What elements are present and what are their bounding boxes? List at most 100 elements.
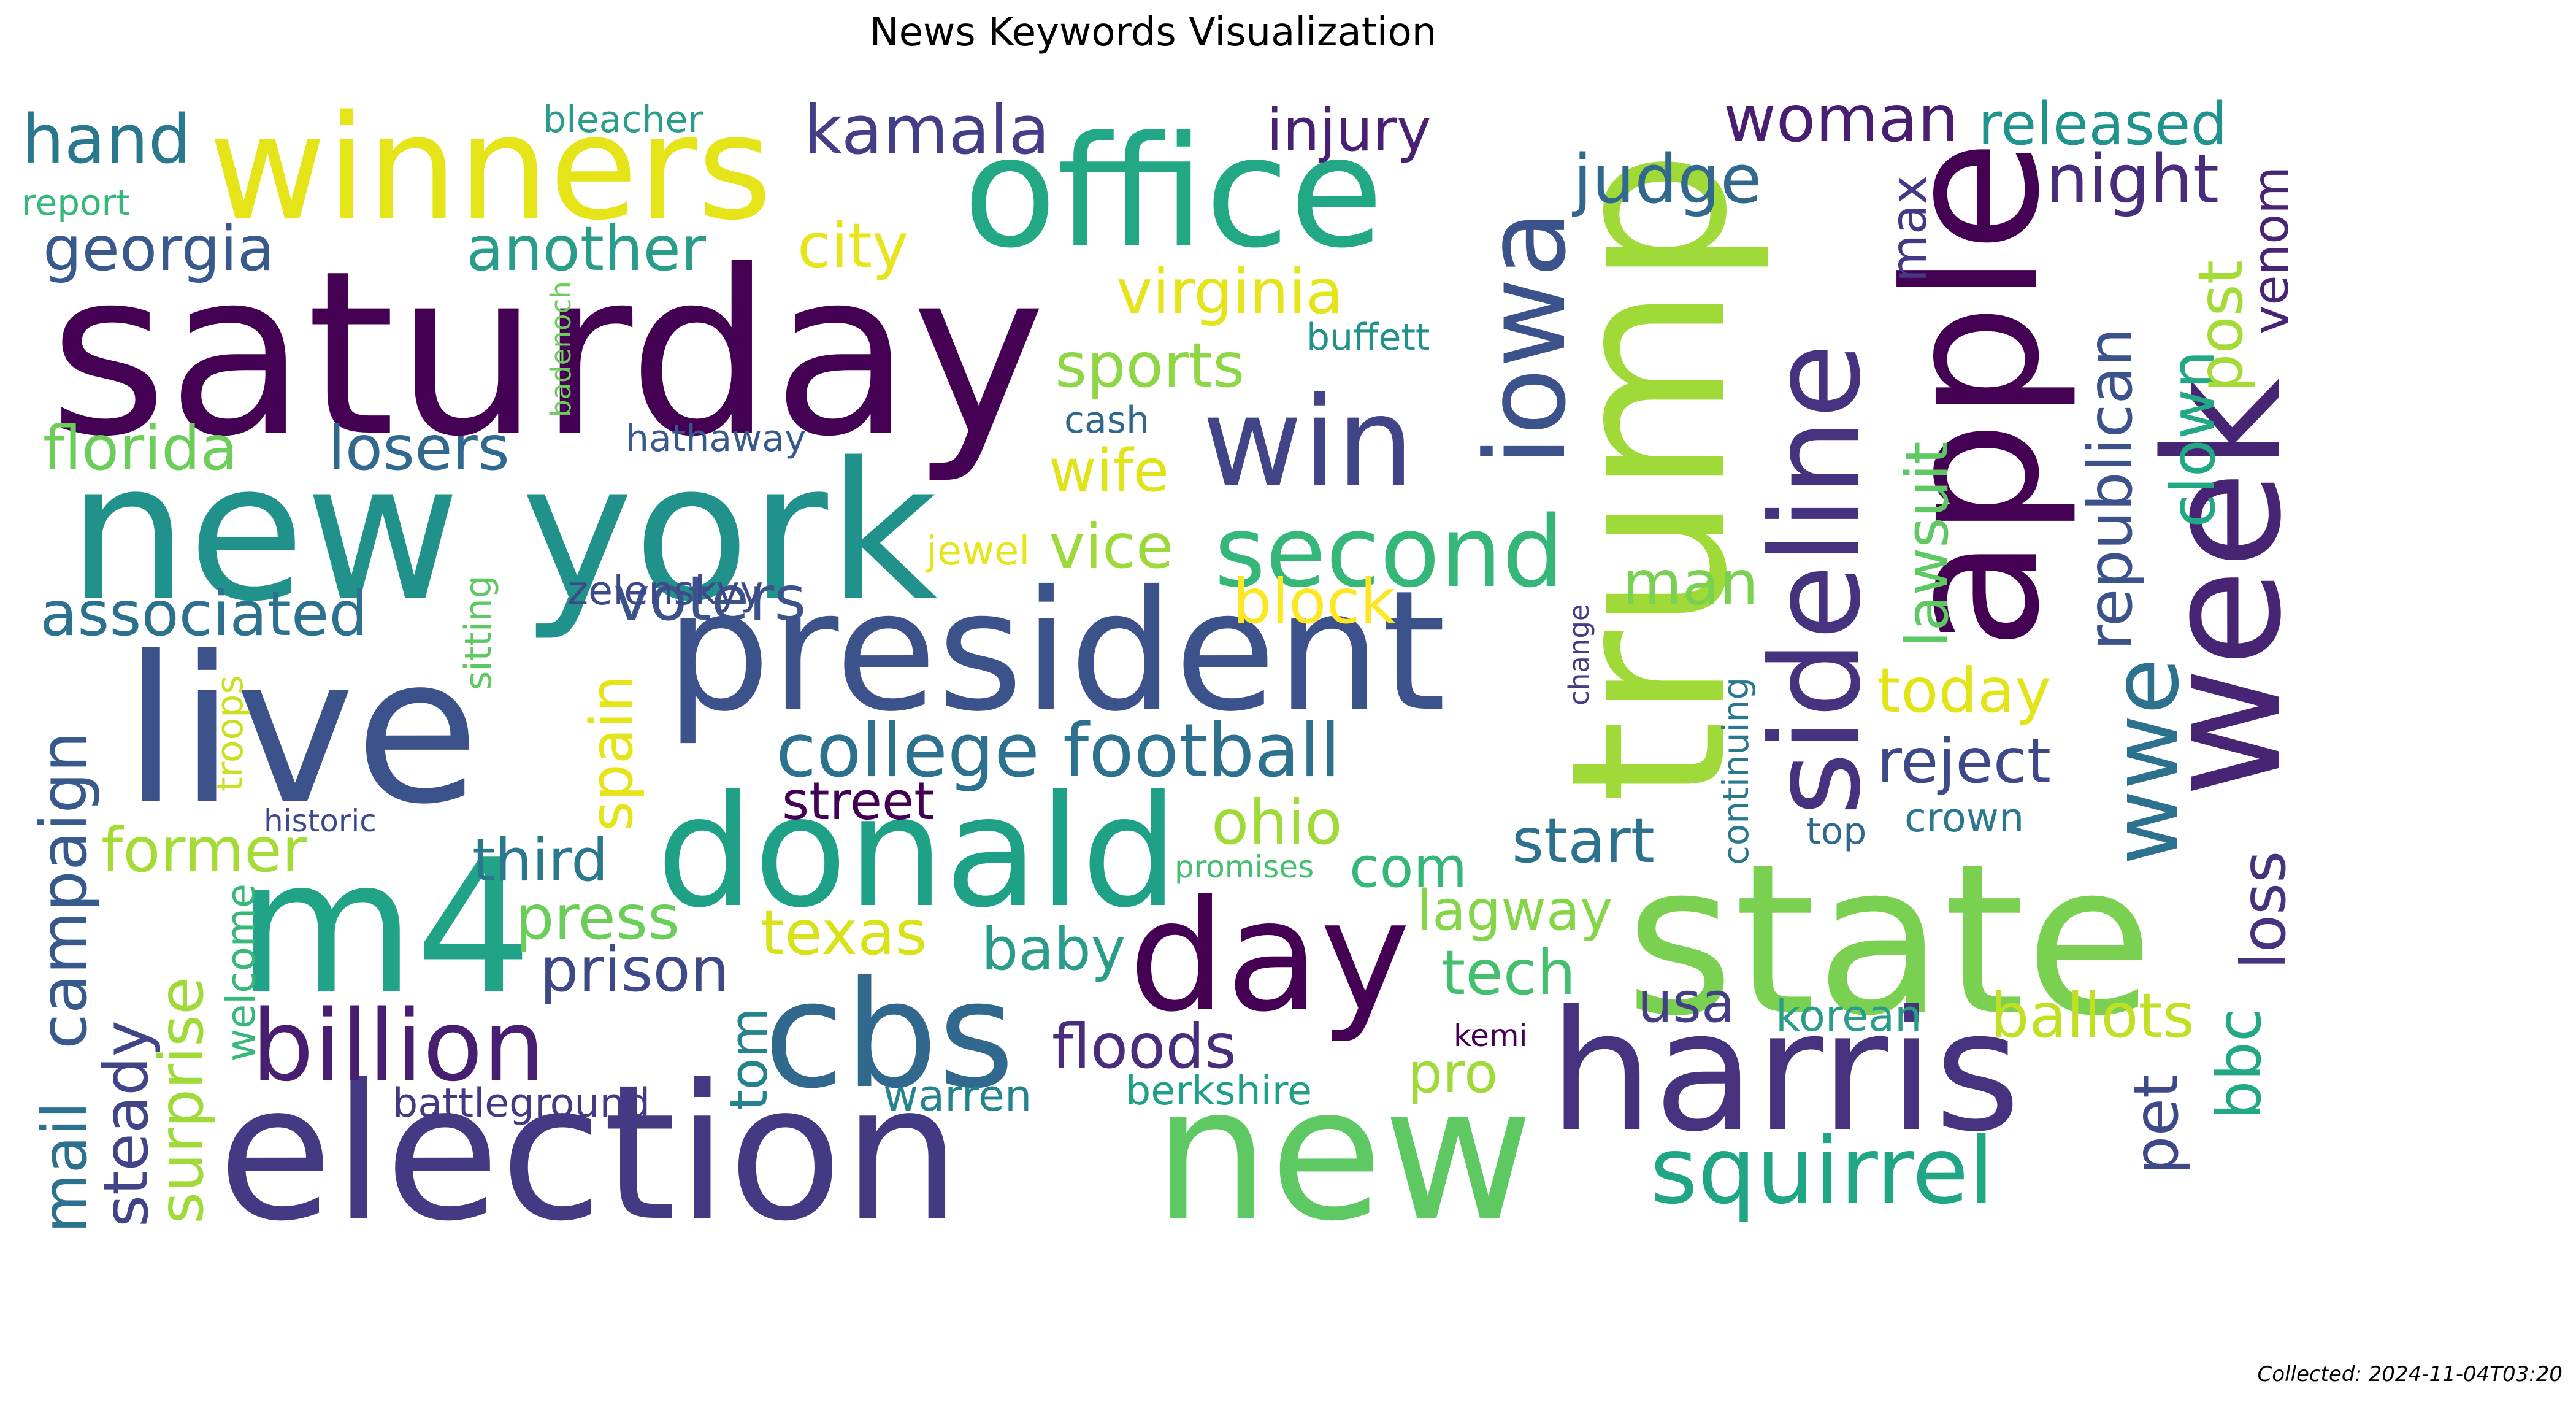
word-korean: korean bbox=[1776, 991, 1922, 1041]
chart-title: News Keywords Visualization bbox=[869, 10, 1437, 55]
word-buffett: buffett bbox=[1306, 316, 1430, 359]
word-kamala: kamala bbox=[803, 91, 1050, 169]
collected-timestamp: Collected: 2024-11-04T03:20 bbox=[2257, 1362, 2563, 1387]
word-released: released bbox=[1978, 91, 2228, 158]
word-bbc: bbc bbox=[2203, 1008, 2275, 1120]
word-judge: judge bbox=[1572, 140, 1762, 218]
word-florida: florida bbox=[43, 412, 238, 484]
word-week: week bbox=[2131, 379, 2317, 798]
word-saturday: saturday bbox=[49, 223, 1046, 487]
word-zelenskyy: zelenskyy bbox=[567, 568, 763, 614]
word-third: third bbox=[472, 827, 608, 895]
word-trump: trump bbox=[1524, 150, 1774, 804]
word-m4: m4 bbox=[236, 820, 532, 1034]
word-apple: apple bbox=[1866, 139, 2080, 650]
word-jewel: jewel bbox=[925, 528, 1030, 574]
word-sports: sports bbox=[1055, 329, 1244, 401]
word-change: change bbox=[1563, 604, 1595, 706]
word-promises: promises bbox=[1175, 849, 1314, 885]
word-badenoch: badenoch bbox=[545, 281, 577, 417]
word-injury: injury bbox=[1267, 97, 1432, 164]
word-block: block bbox=[1233, 566, 1395, 637]
word-welcome: welcome bbox=[218, 883, 264, 1061]
word-republican: republican bbox=[2074, 328, 2146, 650]
word-press: press bbox=[515, 882, 680, 953]
word-sideline: sideline bbox=[1745, 343, 1888, 816]
word-election: election bbox=[218, 1044, 961, 1262]
word-another: another bbox=[466, 213, 707, 285]
word-harris: harris bbox=[1549, 975, 2021, 1168]
word-battleground: battleground bbox=[393, 1080, 650, 1126]
word-report: report bbox=[21, 182, 130, 223]
word-berkshire: berkshire bbox=[1125, 1068, 1312, 1114]
word-losers: losers bbox=[328, 412, 510, 484]
word-pro: pro bbox=[1408, 1041, 1498, 1106]
word-new-york: new york bbox=[67, 422, 938, 644]
word-virginia: virginia bbox=[1116, 256, 1343, 328]
word-cash: cash bbox=[1064, 399, 1149, 442]
word-warren: warren bbox=[883, 1071, 1032, 1121]
word-loss: loss bbox=[2228, 851, 2299, 969]
word-reject: reject bbox=[1877, 725, 2051, 797]
word-baby: baby bbox=[981, 916, 1125, 984]
word-night: night bbox=[2045, 140, 2219, 218]
word-georgia: georgia bbox=[43, 213, 275, 285]
word-max: max bbox=[1880, 175, 1938, 282]
word-crown: crown bbox=[1904, 795, 2024, 841]
word-iowa: iowa bbox=[1462, 210, 1590, 466]
word-vice: vice bbox=[1049, 510, 1173, 582]
word-live: live bbox=[123, 613, 480, 849]
word-kemi: kemi bbox=[1454, 1018, 1528, 1053]
word-troops: troops bbox=[209, 675, 251, 791]
word-post: post bbox=[2185, 260, 2256, 393]
word-donald: donald bbox=[656, 763, 1178, 941]
word-new: new bbox=[1153, 1047, 1533, 1261]
word-hand: hand bbox=[21, 100, 191, 179]
word-day: day bbox=[1129, 867, 1411, 1045]
word-former: former bbox=[101, 814, 308, 886]
word-hathaway: hathaway bbox=[626, 417, 806, 460]
word-associated: associated bbox=[40, 578, 368, 650]
word-billion: billion bbox=[251, 988, 545, 1103]
word-start: start bbox=[1512, 805, 1655, 877]
word-president: president bbox=[665, 555, 1446, 748]
word-winners: winners bbox=[209, 85, 772, 252]
word-wife: wife bbox=[1049, 437, 1169, 505]
word-tom: tom bbox=[719, 1007, 780, 1111]
word-com: com bbox=[1349, 836, 1467, 900]
word-win: win bbox=[1202, 371, 1414, 514]
word-surprise: surprise bbox=[145, 977, 217, 1224]
word-city: city bbox=[797, 210, 908, 282]
word-ballots: ballots bbox=[1990, 980, 2195, 1052]
word-texas: texas bbox=[761, 897, 927, 969]
word-today: today bbox=[1877, 655, 2051, 726]
word-campaign: campaign bbox=[26, 731, 101, 1049]
word-state: state bbox=[1625, 819, 2153, 1062]
word-man: man bbox=[1622, 547, 1758, 619]
word-floods: floods bbox=[1052, 1010, 1236, 1082]
word-cbs: cbs bbox=[764, 949, 1014, 1121]
word-bleacher: bleacher bbox=[543, 98, 703, 141]
word-historic: historic bbox=[264, 803, 377, 839]
word-college-football: college football bbox=[776, 709, 1341, 794]
word-sitting: sitting bbox=[457, 575, 500, 690]
word-spain: spain bbox=[578, 675, 646, 831]
word-pet: pet bbox=[2120, 1074, 2192, 1175]
word-usa: usa bbox=[1638, 971, 1735, 1035]
word-steady: steady bbox=[90, 1020, 162, 1227]
word-woman: woman bbox=[1723, 82, 1958, 156]
word-tech: tech bbox=[1441, 937, 1576, 1009]
word-top: top bbox=[1806, 810, 1866, 853]
word-voters: voters bbox=[613, 563, 806, 634]
word-lawsuit: lawsuit bbox=[1894, 441, 1961, 647]
word-prison: prison bbox=[540, 934, 729, 1006]
word-lagway: lagway bbox=[1417, 879, 1612, 943]
word-squirrel: squirrel bbox=[1650, 1118, 1994, 1225]
word-continuing: continuing bbox=[1715, 677, 1757, 865]
word-office: office bbox=[963, 103, 1384, 282]
word-mail: mail bbox=[29, 1102, 101, 1233]
word-wwe: wwe bbox=[2093, 658, 2199, 865]
word-clown: clown bbox=[2157, 350, 2229, 528]
word-ohio: ohio bbox=[1211, 787, 1343, 858]
